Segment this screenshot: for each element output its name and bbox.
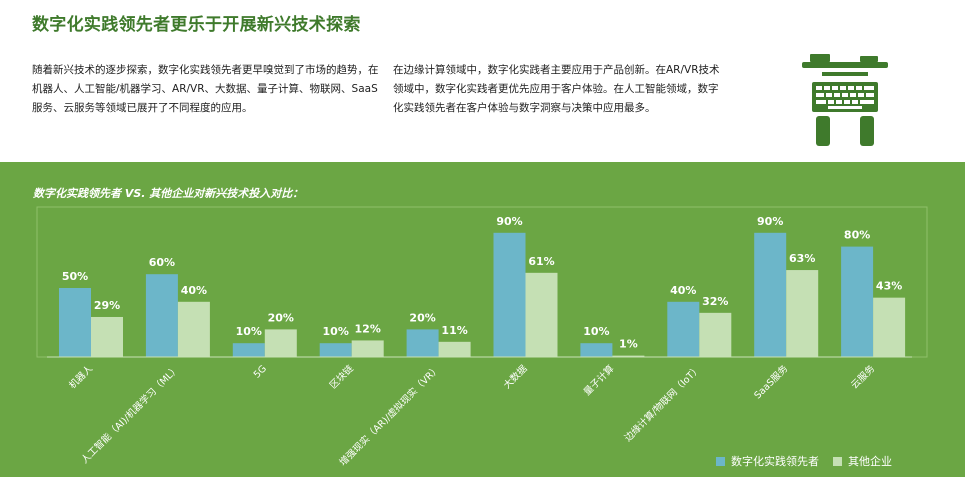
bar-leaders-8 [754, 232, 787, 357]
bar-leaders-2 [232, 343, 265, 357]
bar-others-5 [525, 272, 558, 357]
data-label-others-6: 1% [619, 338, 638, 351]
data-label-others-0: 29% [94, 299, 120, 312]
data-label-others-5: 61% [528, 255, 554, 268]
data-label-leaders-0: 50% [62, 270, 88, 283]
legend-label-leaders: 数字化实践领先者 [731, 455, 819, 468]
data-label-others-7: 32% [702, 295, 728, 308]
category-label-8: SaaS服务 [752, 362, 791, 401]
data-label-others-9: 43% [876, 280, 902, 293]
bar-leaders-0 [59, 288, 91, 357]
intro-paragraph-right: 在边缘计算领域中，数字化实践者主要应用于产品创新。在AR/VR技术领域中，数字化… [393, 64, 720, 114]
bar-leaders-6 [580, 343, 613, 357]
category-label-6: 量子计算 [581, 363, 616, 398]
bar-others-8 [786, 270, 819, 357]
data-label-leaders-2: 10% [236, 325, 262, 338]
bar-others-7 [699, 312, 732, 357]
bar-others-9 [873, 297, 906, 357]
bar-others-3 [351, 340, 384, 357]
category-label-9: 云服务 [849, 362, 878, 391]
bar-chart: 50% 29% 机器人 60% 40% 人工智能（AI)/机器学习（ML） 10% 20% 5G… [36, 206, 928, 469]
bar-leaders-5 [493, 232, 526, 357]
data-label-others-1: 40% [181, 284, 207, 297]
data-label-leaders-8: 90% [757, 215, 783, 228]
intro-paragraph-left: 随着新兴技术的逐步探索，数字化实践领先者更早嗅觉到了市场的趋势，在机器人、人工智… [32, 64, 379, 114]
data-label-leaders-5: 90% [496, 215, 522, 228]
bar-leaders-4 [406, 329, 439, 357]
category-label-5: 大数据 [501, 362, 530, 391]
bar-leaders-1 [145, 274, 178, 357]
bar-leaders-3 [319, 343, 352, 357]
data-label-others-3: 12% [355, 322, 381, 335]
category-label-0: 机器人 [66, 362, 95, 391]
data-label-leaders-3: 10% [323, 325, 349, 338]
bar-leaders-7 [667, 301, 700, 357]
legend-item-others: 其他企业 [833, 453, 892, 469]
bar-others-1 [177, 301, 210, 357]
data-label-leaders-4: 20% [409, 311, 435, 324]
bar-others-4 [438, 341, 471, 357]
bar-others-2 [264, 329, 297, 357]
computer-hands-keyboard-icon [802, 54, 888, 146]
chart-title: 数字化实践领先者 VS. 其他企业对新兴技术投入对比： [33, 187, 304, 200]
data-label-others-4: 11% [441, 324, 467, 337]
legend-label-others: 其他企业 [848, 455, 892, 468]
category-label-7: 边缘计算/物联网（IoT） [622, 363, 703, 444]
legend-swatch-others [833, 456, 842, 466]
data-label-leaders-7: 40% [670, 284, 696, 297]
category-label-3: 区块链 [327, 362, 356, 391]
bar-others-6 [612, 355, 645, 357]
bar-others-0 [91, 316, 123, 357]
legend-item-leaders: 数字化实践领先者 [716, 453, 819, 469]
category-label-2: 5G [252, 363, 269, 380]
data-label-leaders-1: 60% [149, 256, 175, 269]
bar-leaders-9 [841, 246, 874, 357]
category-label-4: 增强现实（AR)/虚拟现实（VR） [337, 363, 443, 469]
data-label-leaders-6: 10% [583, 325, 609, 338]
legend-swatch-leaders [716, 456, 725, 466]
category-label-1: 人工智能（AI)/机器学习（ML） [79, 363, 182, 466]
chart-legend: 数字化实践领先者 其他企业 [716, 453, 892, 469]
data-label-others-8: 63% [789, 252, 815, 265]
data-label-others-2: 20% [268, 311, 294, 324]
page-title: 数字化实践领先者更乐于开展新兴技术探索 [32, 15, 361, 35]
data-label-leaders-9: 80% [844, 229, 870, 242]
